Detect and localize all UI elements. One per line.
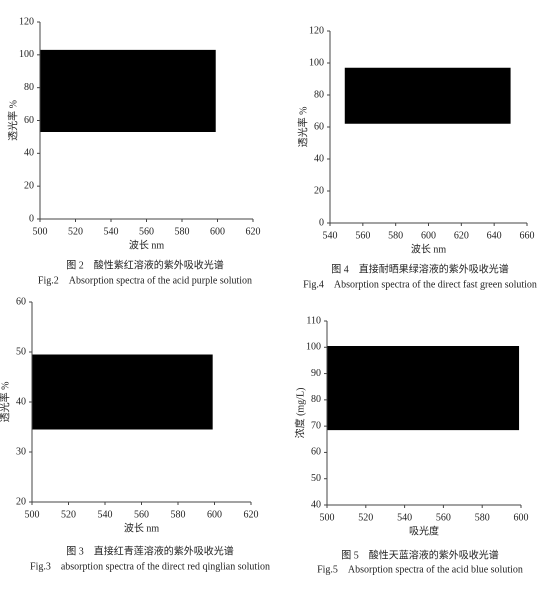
y-tick-label: 40 [16, 396, 26, 407]
y-tick-label: 20 [314, 185, 324, 196]
x-tick-label: 560 [355, 230, 370, 241]
x-tick-label: 620 [244, 509, 259, 520]
caption-en: Fig.5 Absorption spectra of the acid blu… [317, 564, 523, 575]
y-tick-label: 100 [306, 342, 321, 353]
x-axis-label: 吸光度 [409, 524, 439, 537]
y-tick-label: 60 [24, 115, 34, 126]
y-tick-label: 20 [16, 496, 26, 507]
y-axis-label: 透光率 % [0, 382, 11, 423]
x-tick-label: 580 [171, 509, 186, 520]
x-tick-label: 500 [320, 512, 335, 523]
y-tick-label: 60 [16, 296, 26, 307]
y-tick-label: 120 [309, 25, 324, 36]
y-tick-label: 90 [311, 368, 321, 379]
x-tick-label: 640 [487, 230, 502, 241]
y-tick-label: 0 [319, 217, 324, 228]
spectrum-band [344, 67, 511, 124]
caption-cn: 图 5 酸性天蓝溶液的紫外吸收光谱 [341, 548, 499, 561]
spectrum-band [32, 354, 213, 430]
y-tick-label: 110 [306, 315, 321, 326]
x-tick-label: 580 [388, 230, 403, 241]
caption-cn: 图 4 直接耐晒果绿溶液的紫外吸收光谱 [331, 262, 509, 275]
x-tick-label: 560 [139, 226, 154, 237]
x-tick-label: 600 [207, 509, 222, 520]
x-tick-label: 560 [436, 512, 451, 523]
y-axis-label: 透光率 % [296, 107, 309, 148]
y-tick-label: 60 [311, 447, 321, 458]
y-tick-label: 40 [24, 148, 34, 159]
y-tick-label: 70 [311, 420, 321, 431]
y-tick-label: 80 [314, 89, 324, 100]
spectrum-band [40, 49, 216, 132]
y-tick-label: 50 [311, 473, 321, 484]
y-tick-label: 100 [309, 57, 324, 68]
x-axis-label: 波长 nm [129, 238, 164, 251]
x-tick-label: 580 [475, 512, 490, 523]
y-axis-label: 透光率 % [6, 100, 19, 141]
x-tick-label: 540 [323, 230, 338, 241]
x-tick-label: 520 [68, 226, 83, 237]
x-tick-label: 620 [454, 230, 469, 241]
x-tick-label: 540 [98, 509, 113, 520]
y-tick-label: 20 [24, 180, 34, 191]
y-tick-label: 0 [29, 213, 34, 224]
x-tick-label: 500 [33, 226, 48, 237]
x-tick-label: 600 [421, 230, 436, 241]
x-tick-label: 560 [134, 509, 149, 520]
y-tick-label: 40 [311, 499, 321, 510]
x-tick-label: 520 [61, 509, 76, 520]
y-tick-label: 120 [19, 16, 34, 27]
caption-cn: 图 2 酸性紫红溶液的紫外吸收光谱 [66, 258, 224, 271]
caption-en: Fig.4 Absorption spectra of the direct f… [303, 279, 537, 290]
caption-en: Fig.2 Absorption spectra of the acid pur… [38, 275, 252, 286]
y-tick-label: 40 [314, 153, 324, 164]
x-tick-label: 500 [25, 509, 40, 520]
x-tick-label: 620 [246, 226, 261, 237]
y-tick-label: 60 [314, 121, 324, 132]
x-tick-label: 540 [397, 512, 412, 523]
x-tick-label: 580 [175, 226, 190, 237]
x-tick-label: 600 [210, 226, 225, 237]
y-tick-label: 30 [16, 446, 26, 457]
y-tick-label: 50 [16, 346, 26, 357]
y-tick-label: 80 [311, 394, 321, 405]
x-tick-label: 660 [520, 230, 535, 241]
x-tick-label: 600 [514, 512, 529, 523]
x-axis-label: 波长 nm [411, 242, 446, 255]
y-axis-label: 浓度 (mg/L) [293, 388, 306, 439]
x-axis-label: 波长 nm [124, 521, 159, 534]
y-tick-label: 80 [24, 82, 34, 93]
y-tick-label: 100 [19, 49, 34, 60]
x-tick-label: 520 [358, 512, 373, 523]
caption-cn: 图 3 直接红青莲溶液的紫外吸收光谱 [66, 544, 234, 557]
x-tick-label: 540 [104, 226, 119, 237]
caption-en: Fig.3 absorption spectra of the direct r… [30, 561, 270, 572]
spectrum-band [327, 345, 520, 431]
